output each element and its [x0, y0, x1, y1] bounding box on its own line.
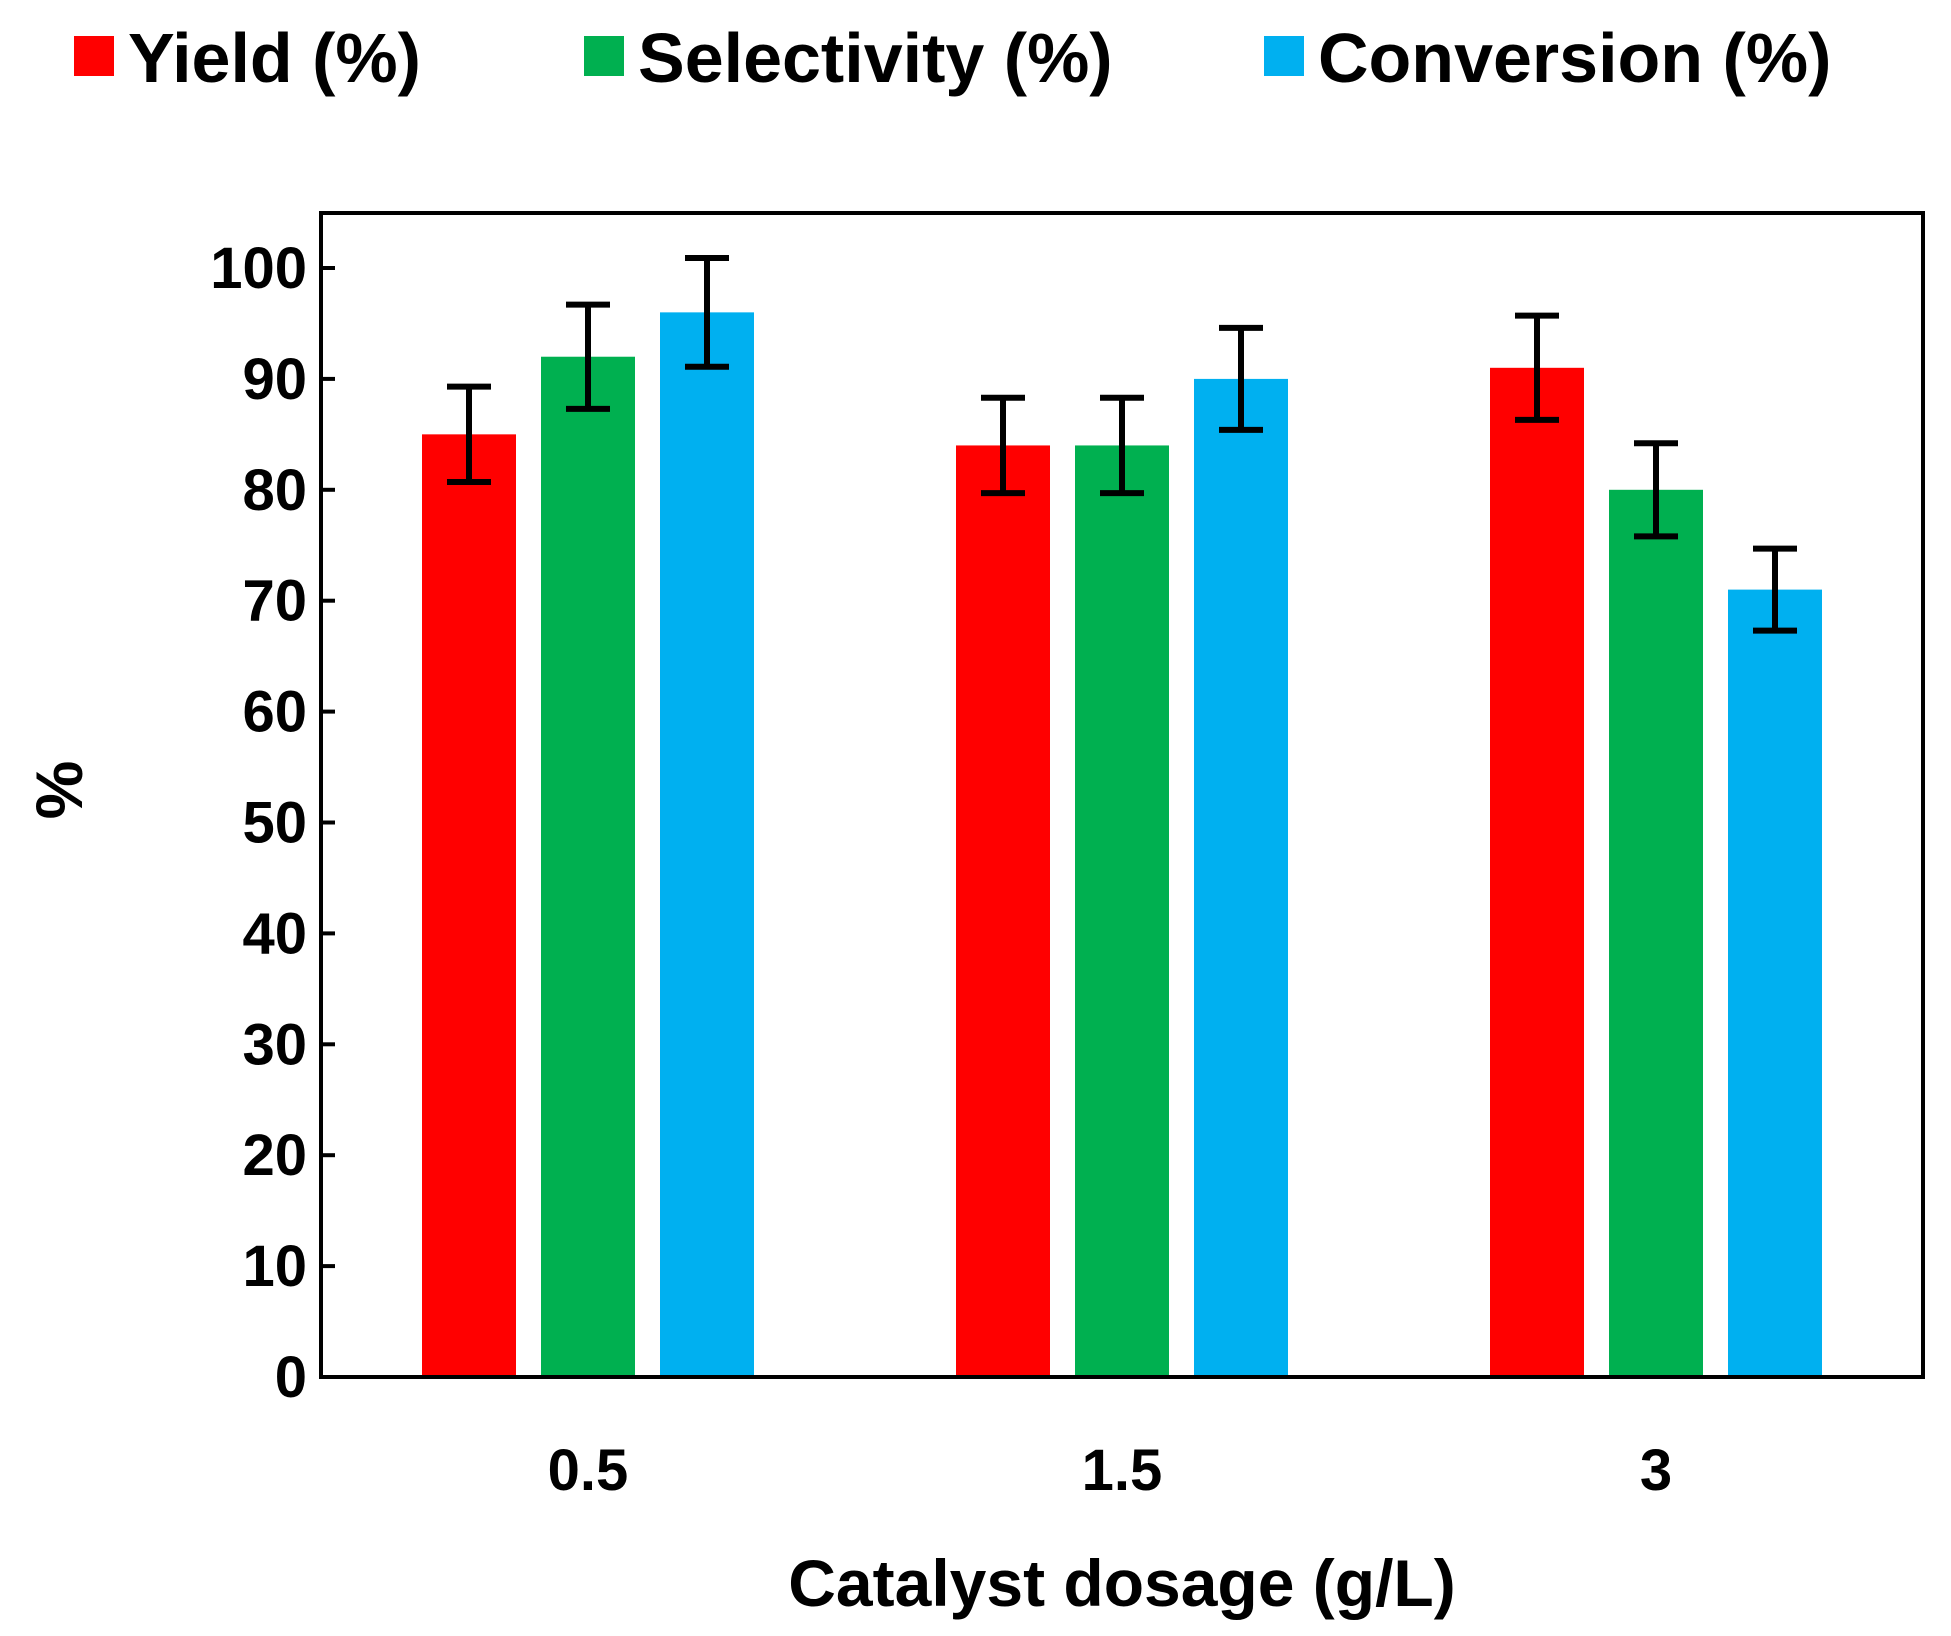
y-tick-label-10: 10	[242, 1234, 307, 1299]
bar-selectivity-1.5	[1075, 445, 1169, 1377]
x-tick-label-3: 3	[1640, 1438, 1672, 1503]
bar-yield-0.5	[422, 434, 516, 1378]
x-tick-label-0.5: 0.5	[548, 1438, 629, 1503]
bar-selectivity-3	[1609, 489, 1703, 1377]
x-tick-label-1.5: 1.5	[1082, 1438, 1163, 1503]
y-tick-label-70: 70	[242, 569, 307, 634]
y-tick-label-50: 50	[242, 791, 307, 856]
error-bar-selectivity-1.5	[1100, 394, 1144, 497]
error-bar-conversion-0.5	[685, 255, 729, 370]
bar-conversion-3	[1728, 589, 1822, 1377]
legend-swatch-yield	[74, 36, 114, 76]
bar-conversion-0.5	[660, 312, 754, 1377]
legend-swatch-selectivity	[584, 36, 624, 76]
y-tick-label-60: 60	[242, 680, 307, 745]
bar-yield-3	[1490, 367, 1584, 1377]
legend: Yield (%) Selectivity (%) Conversion (%)	[74, 19, 1831, 97]
error-bar-selectivity-0.5	[566, 301, 610, 412]
bar-yield-1.5	[956, 445, 1050, 1377]
x-axis-title: Catalyst dosage (g/L)	[788, 1546, 1455, 1620]
y-tick-label-30: 30	[242, 1012, 307, 1077]
legend-label-yield: Yield (%)	[128, 19, 421, 97]
y-tick-label-20: 20	[242, 1123, 307, 1188]
error-bar-conversion-3	[1753, 545, 1797, 634]
y-tick-label-90: 90	[242, 347, 307, 412]
bar-conversion-1.5	[1194, 378, 1288, 1377]
legend-label-selectivity: Selectivity (%)	[638, 19, 1113, 97]
bar-selectivity-0.5	[541, 356, 635, 1378]
plot-frame	[319, 211, 1925, 1379]
y-tick-label-80: 80	[242, 458, 307, 523]
error-bar-selectivity-3	[1634, 440, 1678, 540]
error-bar-yield-3	[1515, 312, 1559, 423]
y-tick-label-100: 100	[210, 236, 307, 301]
error-bar-yield-1.5	[981, 394, 1025, 497]
error-bar-yield-0.5	[447, 383, 491, 486]
y-axis-title: %	[22, 761, 96, 820]
y-tick-label-0: 0	[275, 1345, 307, 1410]
error-bar-conversion-1.5	[1219, 324, 1263, 433]
legend-swatch-conversion	[1264, 36, 1304, 76]
y-tick-label-40: 40	[242, 901, 307, 966]
legend-label-conversion: Conversion (%)	[1318, 19, 1831, 97]
